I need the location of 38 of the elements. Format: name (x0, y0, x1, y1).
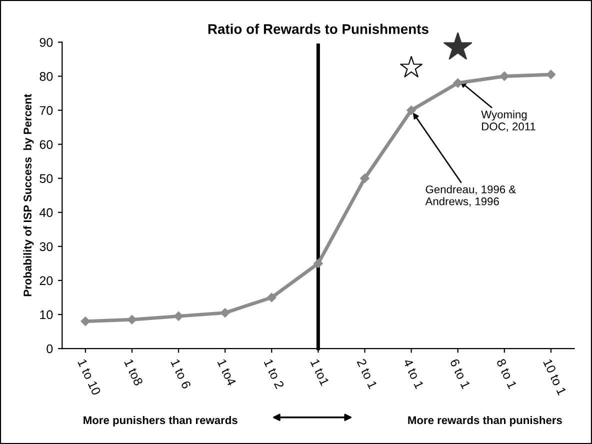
y-tick-label: 40 (40, 208, 53, 218)
y-tick-label: 20 (40, 276, 53, 286)
text: More punishers than rewards (84, 416, 238, 426)
y-tick-label: 80 (40, 72, 53, 81)
point (406, 106, 416, 115)
x-tick-label: 1 to4 (217, 358, 236, 386)
point (314, 258, 323, 268)
x-tick-label: 1 to1 (310, 358, 330, 386)
x-tick-label: 1 to 10 (78, 358, 102, 396)
y-tick-label: 70 (40, 106, 53, 115)
x-tick-label: 8 to 1 (496, 358, 518, 390)
point (267, 292, 276, 302)
y-tick-label: 10 (40, 310, 53, 320)
y-tick-label: 30 (40, 242, 53, 252)
y-tick-label: 90 (40, 38, 53, 47)
text: More rewards than punishers (408, 416, 562, 426)
point (500, 72, 510, 81)
point (127, 314, 137, 324)
y-tick-label: 60 (40, 140, 53, 149)
x-tick-label: 6 to 1 (450, 358, 471, 390)
y-tick-label: 50 (40, 174, 53, 183)
x-tick-label: 1 to8 (124, 358, 144, 386)
point (546, 70, 556, 80)
y-tick-label: 0 (46, 344, 53, 354)
x-tick-label: 10 to 1 (543, 358, 567, 396)
point (453, 78, 462, 88)
point (220, 308, 230, 318)
y-axis-title: Probability of ISP Success by Percent (23, 94, 34, 296)
x-tick-label: 2 to 1 (356, 358, 378, 390)
x-tick-label: 4 to 1 (403, 358, 424, 390)
point (360, 174, 370, 183)
point (80, 316, 90, 326)
point (174, 312, 184, 321)
annotation: Wyoming DOC, 2011 (481, 110, 536, 132)
chart-title: Ratio of Rewards to Punishments (208, 24, 428, 34)
x-tick-label: 1 to 2 (264, 358, 284, 390)
x-tick-label: 1 to 6 (170, 358, 192, 390)
annotation: Gendreau, 1996 & Andrews, 1996 (425, 185, 516, 207)
